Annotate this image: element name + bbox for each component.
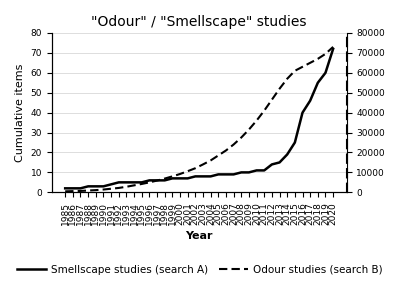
- Smellscape studies (search A): [262, 169, 267, 172]
- Odour studies (search B): [292, 69, 297, 72]
- Odour studies (search B): [178, 172, 182, 176]
- Smellscape studies (search A): [277, 161, 282, 164]
- Odour studies (search B): [246, 128, 251, 131]
- Line: Smellscape studies (search A): Smellscape studies (search A): [65, 49, 333, 188]
- Odour studies (search B): [185, 170, 190, 173]
- Odour studies (search B): [208, 159, 213, 162]
- Smellscape studies (search A): [254, 169, 259, 172]
- Smellscape studies (search A): [86, 185, 90, 188]
- Smellscape studies (search A): [139, 181, 144, 184]
- Smellscape studies (search A): [308, 99, 312, 103]
- Odour studies (search B): [277, 87, 282, 90]
- Title: "Odour" / "Smellscape" studies: "Odour" / "Smellscape" studies: [92, 15, 307, 29]
- Odour studies (search B): [93, 188, 98, 192]
- Smellscape studies (search A): [78, 187, 83, 190]
- Odour studies (search B): [86, 189, 90, 192]
- Smellscape studies (search A): [155, 179, 160, 182]
- Smellscape studies (search A): [132, 181, 136, 184]
- Odour studies (search B): [308, 61, 312, 64]
- Odour studies (search B): [170, 175, 175, 178]
- X-axis label: Year: Year: [186, 231, 213, 241]
- Smellscape studies (search A): [185, 177, 190, 180]
- Smellscape studies (search A): [239, 171, 244, 174]
- Odour studies (search B): [109, 187, 114, 191]
- Odour studies (search B): [262, 109, 267, 112]
- Smellscape studies (search A): [170, 177, 175, 180]
- Smellscape studies (search A): [162, 179, 167, 182]
- Odour studies (search B): [285, 77, 290, 80]
- Odour studies (search B): [132, 184, 136, 187]
- Smellscape studies (search A): [193, 175, 198, 178]
- Odour studies (search B): [224, 149, 228, 152]
- Smellscape studies (search A): [116, 181, 121, 184]
- Legend: Smellscape studies (search A), Odour studies (search B): Smellscape studies (search A), Odour stu…: [13, 260, 387, 279]
- Odour studies (search B): [101, 188, 106, 191]
- Smellscape studies (search A): [200, 175, 205, 178]
- Smellscape studies (search A): [101, 185, 106, 188]
- Odour studies (search B): [63, 190, 68, 193]
- Smellscape studies (search A): [109, 183, 114, 186]
- Odour studies (search B): [231, 143, 236, 146]
- Smellscape studies (search A): [224, 173, 228, 176]
- Smellscape studies (search A): [246, 171, 251, 174]
- Smellscape studies (search A): [178, 177, 182, 180]
- Odour studies (search B): [331, 45, 336, 49]
- Odour studies (search B): [300, 65, 305, 68]
- Odour studies (search B): [270, 98, 274, 101]
- Odour studies (search B): [78, 189, 83, 193]
- Odour studies (search B): [162, 177, 167, 180]
- Line: Odour studies (search B): Odour studies (search B): [65, 47, 333, 191]
- Smellscape studies (search A): [124, 181, 129, 184]
- Smellscape studies (search A): [93, 185, 98, 188]
- Smellscape studies (search A): [323, 71, 328, 74]
- Odour studies (search B): [139, 182, 144, 186]
- Odour studies (search B): [147, 181, 152, 184]
- Odour studies (search B): [239, 136, 244, 139]
- Odour studies (search B): [155, 179, 160, 182]
- Smellscape studies (search A): [300, 111, 305, 114]
- Smellscape studies (search A): [316, 81, 320, 84]
- Smellscape studies (search A): [292, 141, 297, 144]
- Odour studies (search B): [200, 163, 205, 166]
- Odour studies (search B): [254, 119, 259, 122]
- Smellscape studies (search A): [285, 153, 290, 156]
- Odour studies (search B): [193, 166, 198, 170]
- Odour studies (search B): [116, 186, 121, 190]
- Smellscape studies (search A): [208, 175, 213, 178]
- Smellscape studies (search A): [231, 173, 236, 176]
- Odour studies (search B): [216, 154, 221, 157]
- Smellscape studies (search A): [270, 163, 274, 166]
- Odour studies (search B): [70, 189, 75, 193]
- Odour studies (search B): [124, 185, 129, 189]
- Y-axis label: Cumulative items: Cumulative items: [15, 63, 25, 162]
- Odour studies (search B): [316, 57, 320, 60]
- Smellscape studies (search A): [331, 47, 336, 51]
- Smellscape studies (search A): [63, 187, 68, 190]
- Smellscape studies (search A): [70, 187, 75, 190]
- Smellscape studies (search A): [147, 179, 152, 182]
- Odour studies (search B): [323, 52, 328, 56]
- Smellscape studies (search A): [216, 173, 221, 176]
